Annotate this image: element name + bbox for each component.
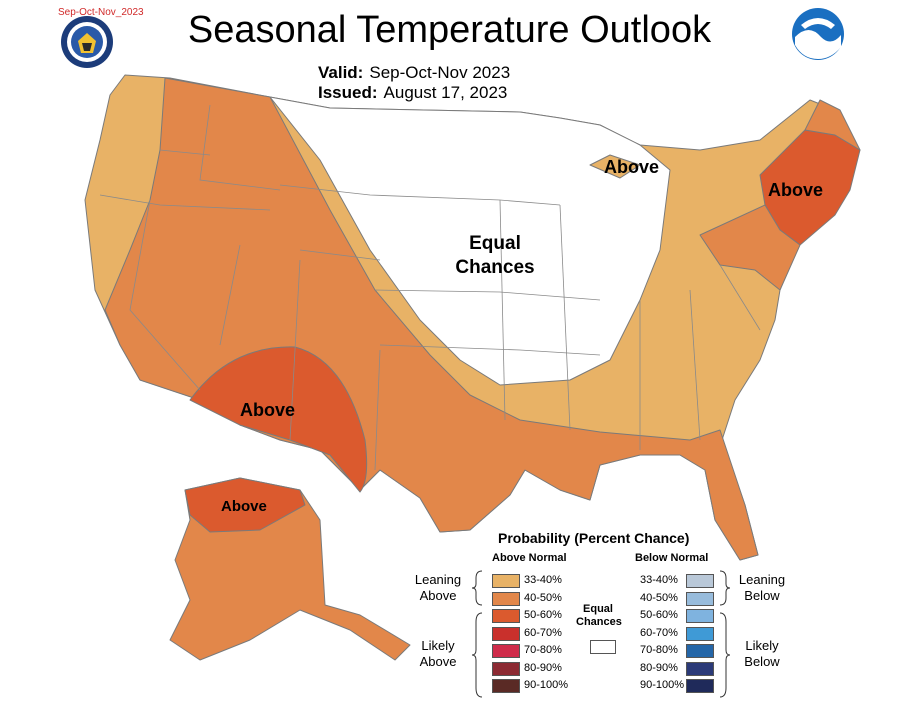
likely-below-label: Likely Below [732, 638, 792, 670]
issued-line: Issued: August 17, 2023 [318, 83, 507, 103]
above-swatch [492, 679, 520, 693]
likely-below-brace [719, 612, 731, 698]
leaning-above-brace [471, 570, 483, 606]
below-range-label: 90-100% [640, 679, 685, 691]
legend-title: Probability (Percent Chance) [498, 530, 690, 546]
alaska-above-label: Above [221, 498, 267, 515]
leaning-below-label: Leaning Below [732, 572, 792, 604]
below-normal-header: Below Normal [635, 552, 709, 564]
above-range-label: 40-50% [524, 591, 562, 604]
below-range-label: 50-60% [640, 609, 678, 621]
issued-label: Issued: [318, 83, 378, 102]
above-range-label: 60-70% [524, 626, 562, 639]
below-range-label: 33-40% [640, 574, 678, 586]
west-leaning-above-40-50 [104, 77, 759, 561]
above-normal-header: Above Normal [492, 552, 567, 564]
above-range-label: 90-100% [524, 679, 569, 691]
likely-above-label: Likely Above [410, 638, 466, 670]
equal-chances-legend-line-1: Equal [583, 603, 613, 615]
noaa-logo-icon [792, 8, 844, 60]
below-swatch [686, 679, 714, 693]
likely-above-line-2: Above [419, 654, 457, 669]
equal-chances-line-2: Chances [455, 257, 535, 278]
above-swatch [492, 661, 520, 676]
southwest-likely-above [189, 346, 368, 493]
above-range-label: 50-60% [524, 609, 562, 621]
corner-tag: Sep-Oct-Nov_2023 [58, 7, 144, 18]
above-swatch [492, 574, 520, 588]
likely-above-brace [471, 612, 483, 698]
leaning-above-line-2: Above [419, 588, 457, 603]
valid-value: Sep-Oct-Nov 2023 [369, 63, 511, 82]
leaning-below-line-1: Leaning [738, 572, 786, 587]
great-lakes-above-label: Above [604, 157, 660, 177]
leaning-below-line-2: Below [744, 588, 780, 603]
equal-chances-legend-line-2: Chances [576, 616, 622, 628]
below-range-label: 70-80% [640, 644, 678, 656]
equal-chances-legend-label: Equal Chances [576, 603, 622, 629]
leaning-below-brace [719, 570, 731, 606]
northeast-above-label: Above [768, 180, 824, 200]
department-seal-icon [61, 16, 113, 68]
alaska-likely-above [184, 477, 306, 533]
equal-chances-label: Equal Chances [445, 232, 545, 280]
equal-chances-swatch [590, 640, 616, 654]
likely-below-line-1: Likely [745, 638, 779, 653]
above-swatch [492, 609, 520, 623]
below-swatch [686, 574, 714, 588]
equal-chances-line-1: Equal [469, 233, 521, 254]
below-range-label: 60-70% [640, 626, 678, 639]
valid-line: Valid: Sep-Oct-Nov 2023 [318, 63, 510, 83]
below-range-label: 80-90% [640, 661, 678, 674]
below-swatch [686, 591, 714, 606]
southwest-above-label: Above [240, 400, 296, 420]
above-swatch [492, 591, 520, 606]
maine-leaning-above-40-50 [804, 99, 861, 151]
likely-above-line-1: Likely [421, 638, 455, 653]
below-swatch [686, 644, 714, 658]
below-swatch [686, 609, 714, 623]
leaning-above-label: Leaning Above [410, 572, 466, 604]
below-range-label: 40-50% [640, 591, 678, 604]
above-range-label: 33-40% [524, 574, 562, 586]
above-range-label: 70-80% [524, 644, 562, 656]
above-swatch [492, 644, 520, 658]
valid-label: Valid: [318, 63, 364, 82]
northeast-leaning-above-40-50 [699, 204, 801, 291]
above-range-label: 80-90% [524, 661, 562, 674]
legend: Probability (Percent Chance) Above Norma… [410, 530, 810, 700]
above-swatch [492, 626, 520, 641]
leaning-above-line-1: Leaning [414, 572, 462, 587]
upper-peninsula-region [589, 154, 641, 179]
below-swatch [686, 626, 714, 641]
below-swatch [686, 661, 714, 676]
likely-below-line-2: Below [744, 654, 780, 669]
issued-value: August 17, 2023 [383, 83, 508, 102]
page-title: Seasonal Temperature Outlook [187, 9, 712, 51]
